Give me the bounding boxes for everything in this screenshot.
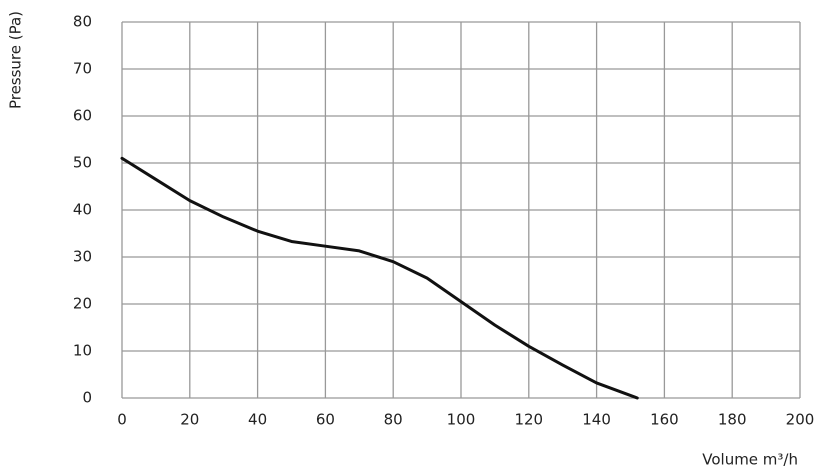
x-tick-label: 80 [384, 411, 403, 429]
x-tick-label: 120 [514, 411, 543, 429]
y-tick-label: 60 [73, 107, 92, 125]
y-tick-label: 80 [73, 13, 92, 31]
y-tick-label: 0 [82, 389, 92, 407]
y-tick-label: 50 [73, 154, 92, 172]
x-tick-label: 160 [650, 411, 679, 429]
y-tick-label: 70 [73, 60, 92, 78]
y-tick-label: 30 [73, 248, 92, 266]
x-tick-label: 180 [718, 411, 747, 429]
y-tick-label: 20 [73, 295, 92, 313]
data-line [120, 156, 639, 400]
x-tick-label: 40 [248, 411, 267, 429]
x-tick-label: 20 [180, 411, 199, 429]
x-tick-label: 100 [447, 411, 476, 429]
y-axis-label: Pressure (Pa) [7, 11, 25, 109]
x-axis-label: Volume m³/h [702, 451, 798, 469]
y-tick-label: 40 [73, 201, 92, 219]
x-tick-label: 60 [316, 411, 335, 429]
y-tick-label: 10 [73, 342, 92, 360]
x-tick-label: 140 [582, 411, 611, 429]
x-tick-label: 200 [786, 411, 815, 429]
x-tick-label: 0 [117, 411, 127, 429]
